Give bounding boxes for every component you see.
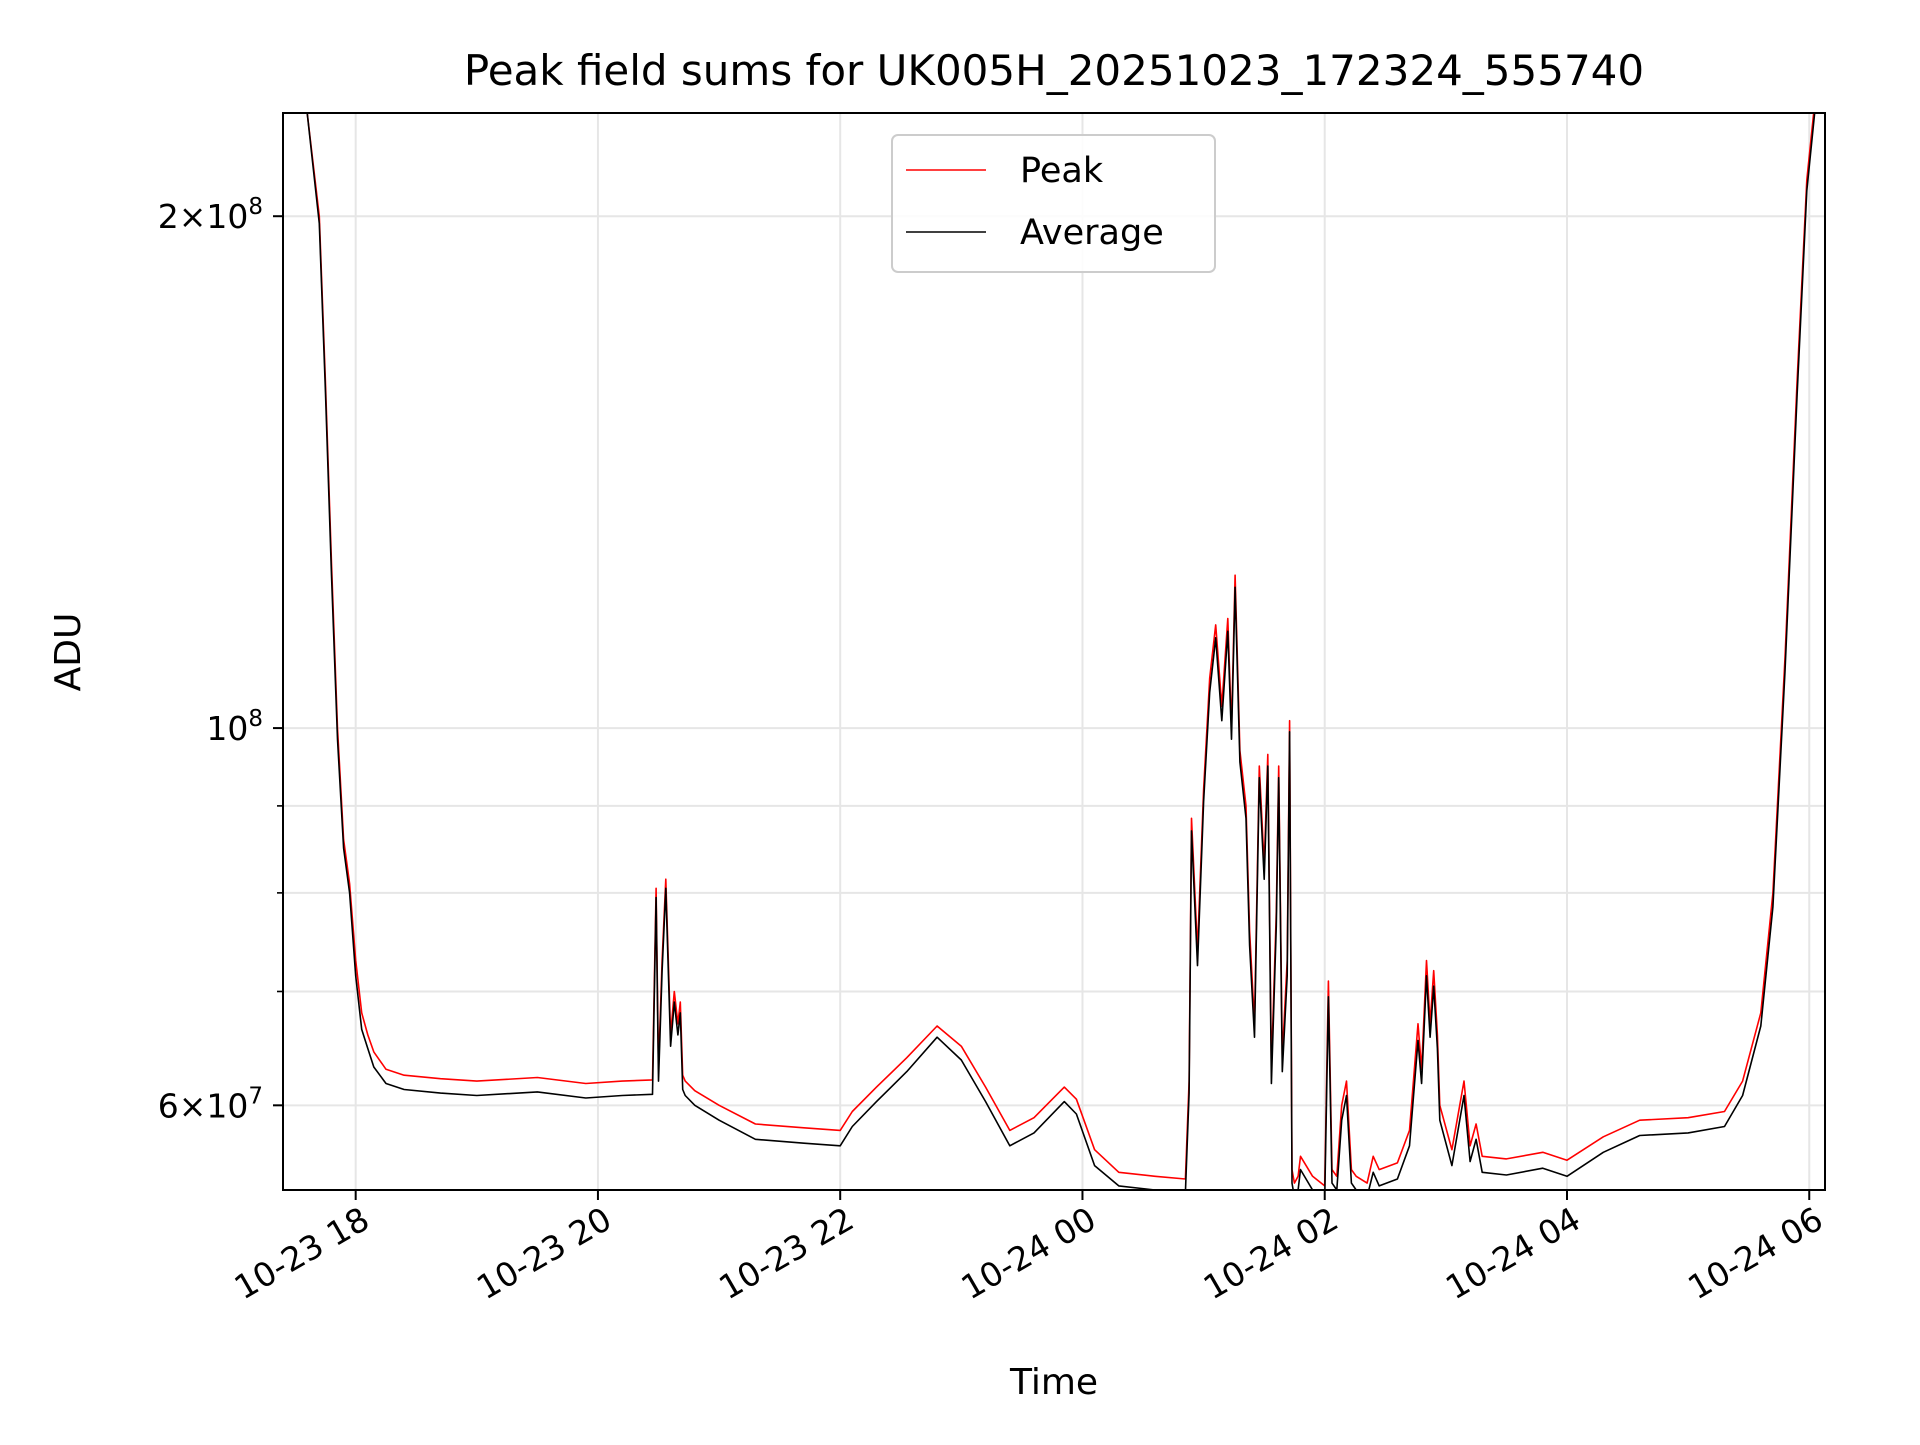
- y-tick-label: 2×108: [158, 194, 263, 236]
- series-line-average: [306, 113, 1816, 1190]
- y-axis-title: ADU: [48, 613, 89, 692]
- y-axis: 6×107 108 2×108: [158, 194, 283, 1125]
- chart-title: Peak field sums for UK005H_20251023_1723…: [464, 46, 1644, 95]
- legend-label-average: Average: [1020, 213, 1164, 253]
- plot-area: [306, 113, 1816, 1190]
- plot-frame: [282, 112, 1826, 1191]
- y-tick-label: 6×107: [158, 1083, 263, 1125]
- grid-layer: [283, 113, 1825, 1190]
- legend: Peak Average: [891, 134, 1216, 273]
- legend-label-peak: Peak: [1020, 151, 1104, 191]
- y-tick-label: 108: [206, 706, 263, 748]
- x-axis-title: Time: [1009, 1362, 1098, 1403]
